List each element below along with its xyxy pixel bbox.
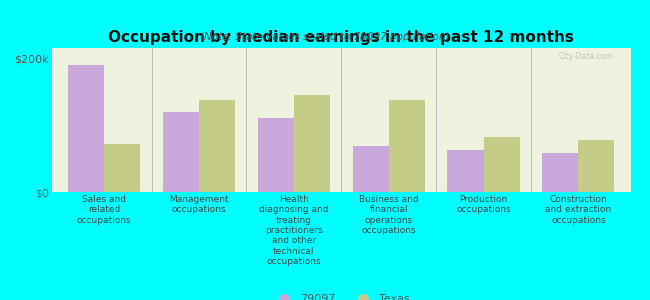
Bar <box>68 65 104 192</box>
Legend: 79097, Texas: 79097, Texas <box>268 290 414 300</box>
Title: Occupation by median earnings in the past 12 months: Occupation by median earnings in the pas… <box>109 30 574 45</box>
Bar <box>294 95 330 192</box>
Bar <box>389 100 424 192</box>
Bar <box>484 137 519 192</box>
Bar <box>258 118 294 192</box>
Bar <box>447 151 484 192</box>
Text: City-Data.com: City-Data.com <box>558 52 613 61</box>
Bar <box>578 140 614 192</box>
Bar <box>199 100 235 192</box>
Bar <box>353 146 389 192</box>
Bar <box>163 112 199 192</box>
Text: (Note: State values scaled to 79097 population): (Note: State values scaled to 79097 popu… <box>200 32 450 41</box>
Bar <box>104 144 140 192</box>
Bar <box>542 153 578 192</box>
